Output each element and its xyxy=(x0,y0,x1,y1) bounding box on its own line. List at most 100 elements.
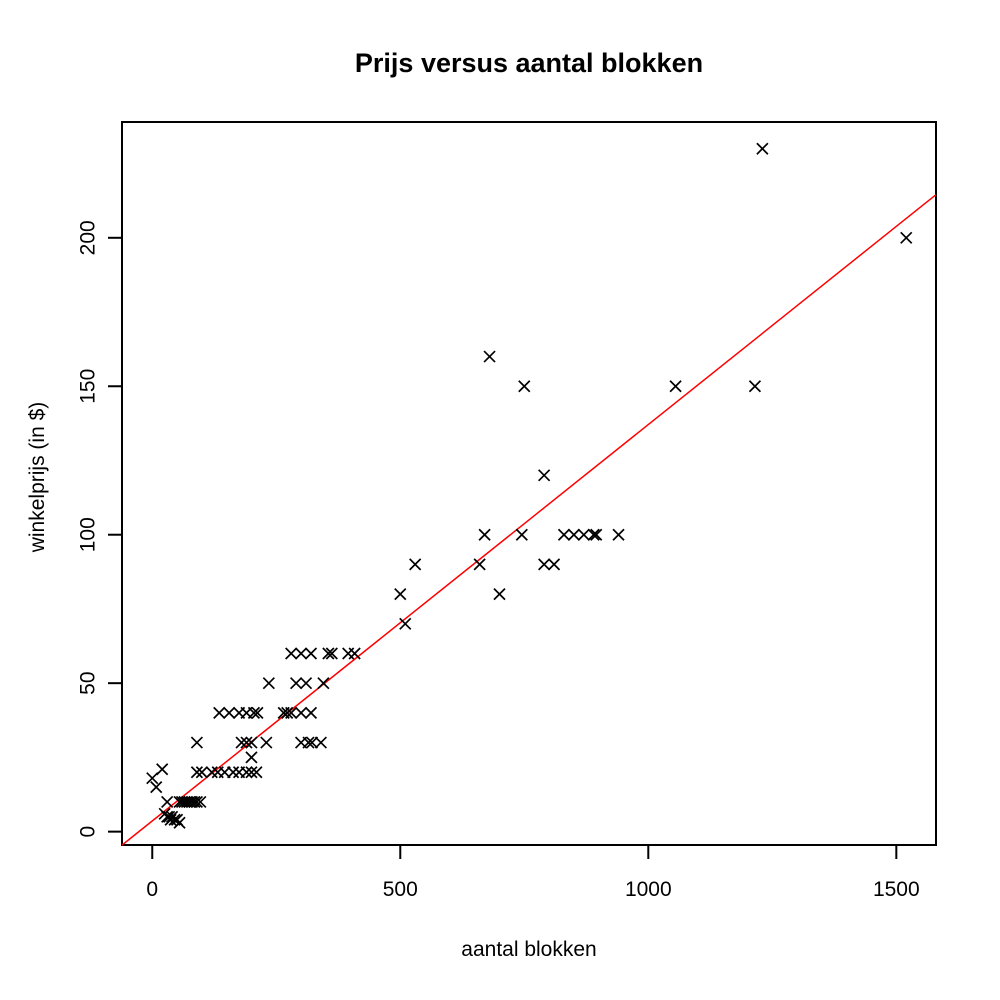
marker-stroke xyxy=(245,736,258,749)
data-point-marker xyxy=(190,795,204,809)
data-point-marker xyxy=(251,706,264,719)
data-point-marker xyxy=(190,766,204,779)
marker-stroke xyxy=(322,647,335,660)
data-point-marker xyxy=(322,647,335,660)
marker-stroke xyxy=(161,795,174,809)
data-point-marker xyxy=(227,766,240,779)
marker-stroke xyxy=(227,766,240,779)
regression-line xyxy=(121,194,937,846)
data-point-marker xyxy=(188,795,201,809)
marker-stroke xyxy=(669,380,682,393)
marker-stroke xyxy=(168,813,181,826)
data-point-marker xyxy=(756,142,769,155)
marker-stroke xyxy=(314,736,328,749)
data-point-marker xyxy=(285,647,298,660)
marker-stroke xyxy=(213,706,226,719)
data-point-marker xyxy=(223,706,236,719)
y-tick-label: 100 xyxy=(77,517,100,552)
marker-stroke xyxy=(305,736,319,749)
data-point-marker xyxy=(538,469,551,482)
data-point-marker xyxy=(590,528,603,541)
marker-stroke xyxy=(518,380,531,393)
data-point-marker xyxy=(325,647,338,660)
marker-stroke xyxy=(348,647,361,660)
marker-stroke xyxy=(478,528,491,541)
x-tick-label: 1000 xyxy=(625,878,672,901)
data-point-marker xyxy=(669,380,682,393)
marker-stroke xyxy=(325,647,338,660)
marker-stroke xyxy=(515,528,528,541)
data-point-marker xyxy=(262,677,275,690)
data-point-marker xyxy=(518,380,531,393)
data-point-marker xyxy=(399,617,412,630)
marker-stroke xyxy=(281,706,294,719)
marker-stroke xyxy=(195,766,208,779)
marker-stroke xyxy=(304,706,318,719)
data-point-marker xyxy=(314,736,328,749)
data-point-marker xyxy=(409,558,422,571)
data-point-marker xyxy=(547,558,561,571)
marker-stroke xyxy=(587,528,600,541)
marker-stroke xyxy=(260,736,273,749)
data-point-marker xyxy=(348,647,361,660)
data-point-marker xyxy=(515,528,528,541)
marker-stroke xyxy=(245,751,258,764)
marker-stroke xyxy=(190,766,204,779)
marker-stroke xyxy=(612,528,625,541)
data-point-marker xyxy=(394,588,407,601)
data-point-marker xyxy=(302,736,315,749)
marker-stroke xyxy=(250,766,263,779)
marker-stroke xyxy=(538,469,551,482)
marker-stroke xyxy=(150,780,163,794)
marker-stroke xyxy=(240,766,253,779)
marker-stroke xyxy=(302,736,315,749)
marker-stroke xyxy=(557,528,571,541)
marker-stroke xyxy=(188,795,201,809)
data-point-marker xyxy=(317,677,330,690)
marker-stroke xyxy=(156,763,169,776)
marker-stroke xyxy=(317,677,330,690)
marker-stroke xyxy=(294,706,308,719)
marker-stroke xyxy=(163,810,176,823)
data-point-marker xyxy=(900,231,913,244)
data-point-marker xyxy=(190,736,204,749)
marker-stroke xyxy=(290,677,303,690)
data-point-marker xyxy=(290,677,303,690)
marker-stroke xyxy=(493,588,506,601)
data-point-marker xyxy=(250,766,263,779)
data-point-marker xyxy=(305,736,319,749)
marker-stroke xyxy=(900,231,913,244)
marker-stroke xyxy=(294,647,308,660)
data-point-marker xyxy=(304,647,318,660)
data-point-marker xyxy=(240,766,253,779)
data-point-marker xyxy=(577,528,590,541)
y-axis-label: winkelprijs (in $) xyxy=(26,401,49,553)
data-point-marker xyxy=(245,751,258,764)
marker-stroke xyxy=(399,617,412,630)
data-point-marker xyxy=(304,706,318,719)
marker-stroke xyxy=(299,677,313,690)
data-point-marker xyxy=(146,772,159,785)
data-point-marker xyxy=(493,588,506,601)
marker-stroke xyxy=(285,647,298,660)
marker-stroke xyxy=(190,795,204,809)
x-tick-label: 500 xyxy=(383,878,418,901)
data-point-marker xyxy=(478,528,491,541)
y-tick-label: 150 xyxy=(77,369,100,404)
marker-stroke xyxy=(262,677,275,690)
marker-stroke xyxy=(538,558,551,571)
data-point-marker xyxy=(195,766,208,779)
marker-stroke xyxy=(577,528,590,541)
data-point-marker xyxy=(567,528,580,541)
data-point-marker xyxy=(247,706,261,719)
data-point-marker xyxy=(240,736,253,749)
y-tick-label: 50 xyxy=(77,671,100,694)
data-point-marker xyxy=(587,528,600,541)
marker-stroke xyxy=(173,816,186,829)
data-point-marker xyxy=(473,558,486,571)
data-point-marker xyxy=(260,736,273,749)
marker-stroke xyxy=(205,766,218,779)
data-point-marker xyxy=(294,706,308,719)
